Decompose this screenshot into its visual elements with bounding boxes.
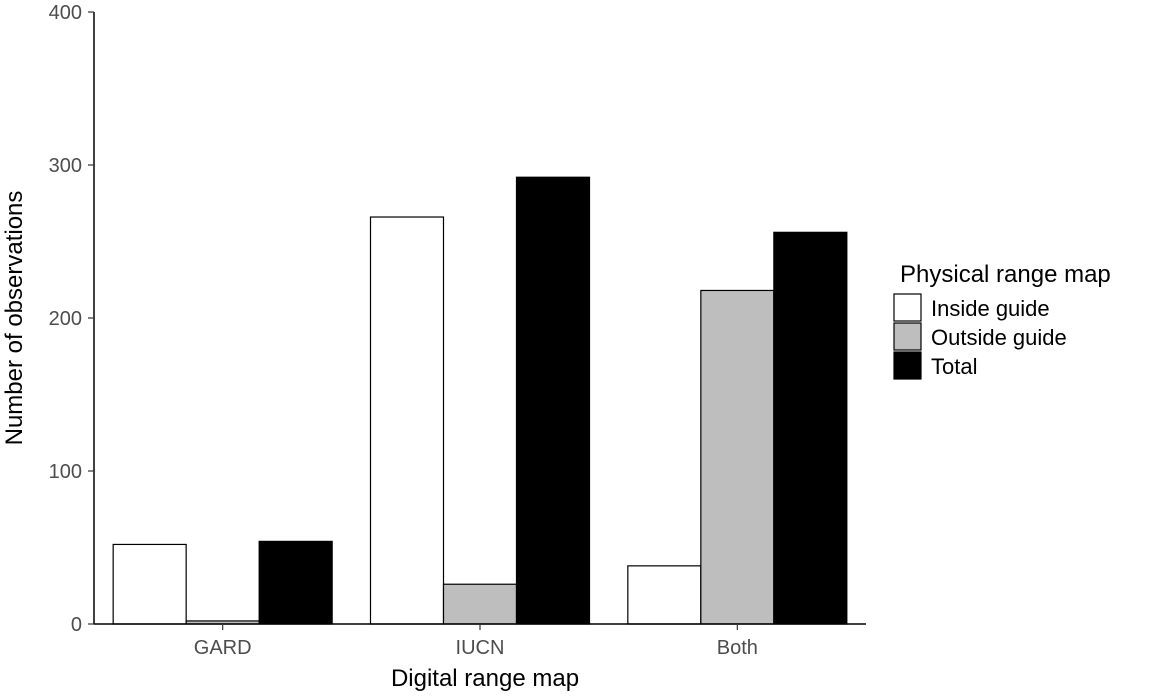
y-tick-label: 100 [49,461,82,483]
legend-label: Outside guide [931,325,1067,350]
legend-title: Physical range map [900,261,1111,288]
bar-iucn-total [515,176,591,625]
legend-swatch [893,293,922,322]
x-tick-label: GARD [194,637,252,659]
bar-both-inside-guide [627,565,702,625]
y-axis-title: Number of observations [1,191,28,446]
legend-swatch [893,351,922,380]
y-tick-label: 0 [71,614,82,636]
legend: Physical range map Inside guide Outside g… [893,261,1111,380]
x-tick-label: IUCN [456,637,505,659]
bar-iucn-inside-guide [369,216,445,625]
x-tick-label: Both [717,637,758,659]
y-tick-label: 300 [49,155,82,177]
x-ticks: GARD IUCN Both [194,624,758,659]
x-axis-title: Digital range map [391,665,579,692]
bar-gard-inside-guide [112,543,187,625]
bar-both-outside-guide [700,289,775,625]
y-tick-label: 200 [49,308,82,330]
bar-iucn-outside-guide [442,583,518,625]
y-tick-label: 400 [49,2,82,24]
legend-label: Total [931,354,977,379]
bars-layer [112,176,848,625]
legend-label: Inside guide [931,296,1050,321]
legend-swatch [893,322,922,351]
bar-gard-total [258,540,333,625]
y-ticks: 0 100 200 300 400 [49,2,94,636]
bar-both-total [773,231,848,625]
